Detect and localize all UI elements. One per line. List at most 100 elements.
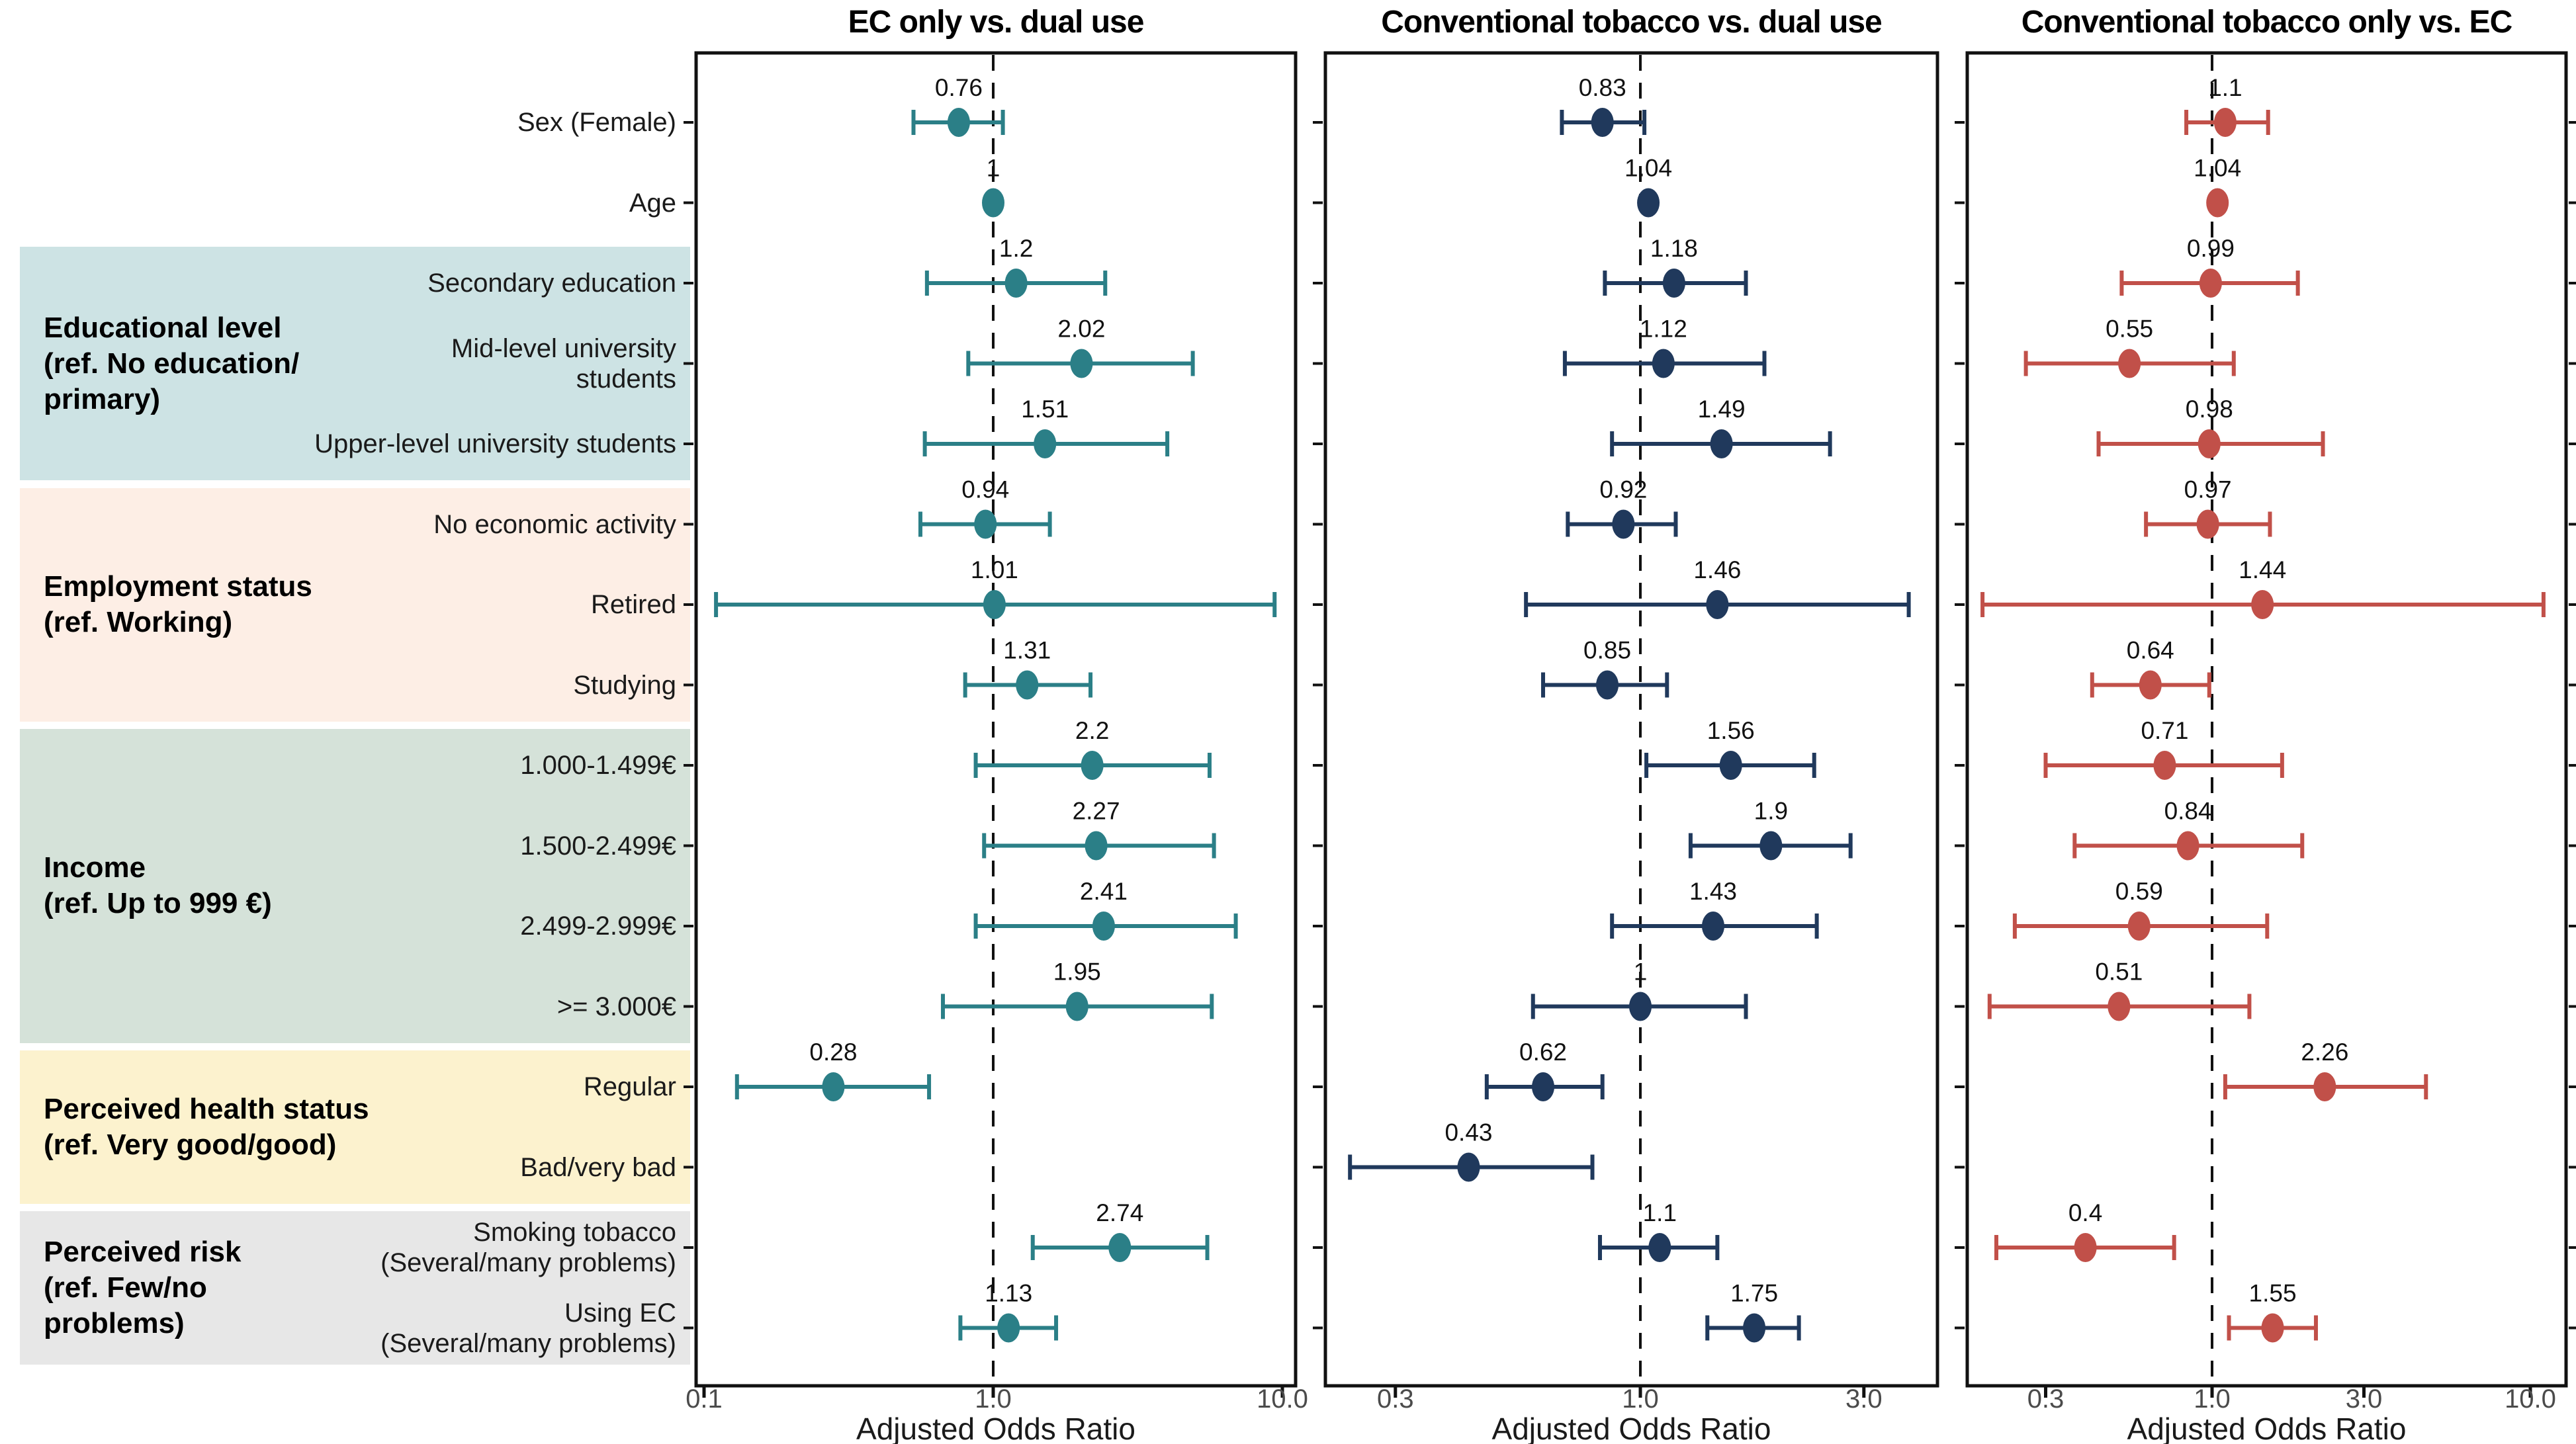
row-label: Secondary education [20,268,676,298]
group-label-line: (ref. Few/no [44,1271,207,1304]
row-label-line: Sex (Female) [517,108,676,137]
row-label-line: Studying [573,670,676,700]
or-point [1652,349,1675,378]
or-point [2206,188,2229,218]
or-value-label: 1.1 [2208,74,2242,101]
group-label-line: Perceived risk [44,1235,242,1268]
or-point [2074,1233,2097,1262]
panel-border [1965,51,2568,1388]
group-label-line: Perceived health status [44,1092,369,1125]
row-label-line: Age [629,188,676,218]
row-label-line: 1.000-1.499€ [520,751,676,780]
or-point [2153,751,2176,780]
or-point [2127,912,2151,941]
or-value-label: 1.49 [1698,396,1746,423]
or-value-label: 0.55 [2106,316,2153,343]
x-axis-title-panel-1: Adjusted Odds Ratio [856,1412,1135,1444]
group-block-income: Income (ref. Up to 999 €) [20,729,690,1043]
row-label: Using EC (Several/many problems) [20,1298,676,1359]
group-block-educational-level: Educational level (ref. No education/prim… [20,247,690,480]
x-tick-label: 10.0 [2505,1384,2556,1414]
or-value-label: 1.55 [2249,1280,2297,1307]
group-label-line: (ref. No education/ [44,347,300,380]
group-label-line: problems) [44,1306,185,1339]
or-point [1016,670,1039,700]
or-value-label: 1.44 [2239,556,2286,583]
or-point [1706,590,1729,619]
or-value-label: 0.4 [2068,1199,2102,1226]
or-point [1532,1072,1555,1101]
x-tick-label: 0.3 [1377,1384,1414,1414]
or-point [974,509,997,539]
or-point [1648,1233,1671,1262]
or-value-label: 0.92 [1599,476,1647,503]
row-label: Age [20,188,676,218]
or-value-label: 0.84 [2164,798,2212,825]
or-value-label: 0.98 [2186,396,2233,423]
or-value-label: 2.2 [1075,717,1109,744]
or-value-label: 0.83 [1579,74,1626,101]
row-label-line: No economic activity [433,509,676,539]
or-point [1591,108,1614,137]
or-value-label: 0.85 [1583,637,1631,664]
or-point [982,188,1004,218]
panel-border [694,51,1298,1388]
group-label-line: primary) [44,382,161,415]
x-tick-label: 3.0 [1845,1384,1883,1414]
row-label: 2.499-2.999€ [20,911,676,941]
or-point [1759,831,1783,861]
group-label-perceived-risk: Perceived risk (ref. Few/no problems) [20,1234,241,1341]
or-point [2199,269,2222,298]
row-label: No economic activity [20,509,676,540]
x-tick-label: 3.0 [2346,1384,2383,1414]
or-value-label: 1.04 [1624,155,1672,182]
or-value-label: 1.13 [985,1280,1032,1307]
or-value-label: 2.27 [1073,798,1120,825]
or-point [1085,831,1108,861]
x-tick-label: 10.0 [1257,1384,1308,1414]
row-label-line: 2.499-2.999€ [520,912,676,941]
x-axis-title-panel-3: Adjusted Odds Ratio [2127,1412,2407,1444]
row-label-line: >= 3.000€ [556,992,676,1021]
or-point [1070,349,1093,378]
or-point [1612,509,1635,539]
or-value-label: 1.31 [1003,637,1051,664]
row-label-line: Upper-level university students [314,429,676,458]
or-point [2251,590,2274,619]
group-block-perceived-risk: Perceived risk (ref. Few/no problems) [20,1211,690,1365]
or-value-label: 0.62 [1519,1039,1567,1066]
or-value-label: 1.43 [1689,878,1737,905]
or-value-label: 0.76 [935,74,983,101]
or-value-label: 1.18 [1650,235,1698,262]
or-value-label: 1.01 [971,556,1018,583]
row-label-line: Retired [591,590,676,619]
or-point [822,1072,845,1101]
row-label-line: Smoking tobacco [473,1218,676,1247]
panel-title-conventional-tobacco-vs-dual-use: Conventional tobacco vs. dual use [1381,5,1883,40]
group-label-line: Educational level [44,311,282,344]
row-label: Sex (Female) [20,107,676,138]
or-point [2313,1072,2336,1101]
or-point [1004,269,1028,298]
or-value-label: 0.99 [2187,235,2235,262]
row-label-line: Mid-level university [451,333,676,363]
or-value-label: 0.97 [2184,476,2232,503]
or-point [1662,269,1685,298]
or-point [2261,1313,2284,1343]
or-value-label: 1 [987,155,1000,182]
or-value-label: 0.43 [1444,1119,1492,1146]
group-label-employment-status: Employment status (ref. Working) [20,569,312,640]
group-label-line: (ref. Working) [44,606,233,638]
or-point [1457,1152,1480,1182]
or-point [2118,349,2141,378]
row-label-line: Secondary education [427,269,676,298]
row-label: 1.000-1.499€ [20,750,676,781]
or-value-label: 0.64 [2127,637,2174,664]
or-point [1710,429,1733,458]
group-label-line: Employment status [44,570,312,603]
or-point [1637,188,1660,218]
or-point [2198,429,2221,458]
or-value-label: 1.46 [1693,556,1741,583]
row-label: Retired [20,589,676,620]
